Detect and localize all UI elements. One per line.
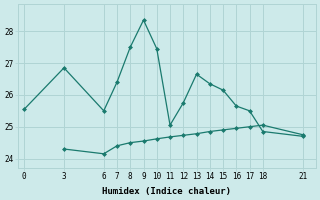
X-axis label: Humidex (Indice chaleur): Humidex (Indice chaleur): [102, 187, 231, 196]
